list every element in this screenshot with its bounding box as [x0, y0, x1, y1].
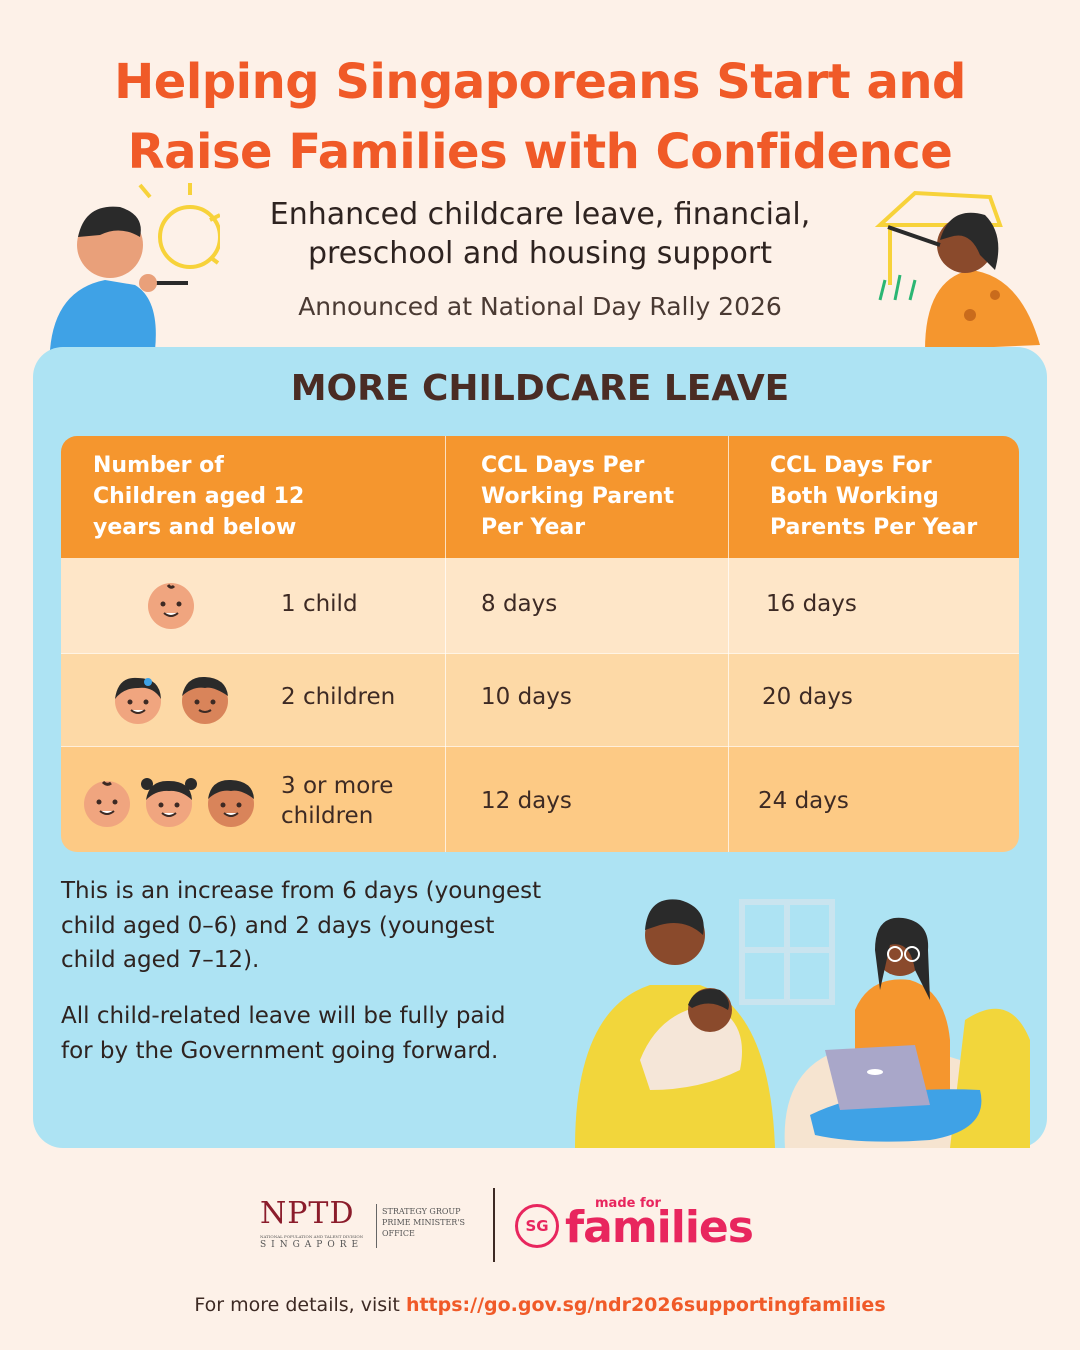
ccl-both-parents: 20 days	[762, 684, 853, 710]
header-cell: CCL Days For Both Working Parents Per Ye…	[770, 450, 977, 543]
nptd-division: NATIONAL POPULATION AND TALENT DIVISION	[260, 1234, 364, 1239]
pmo-text: STRATEGY GROUP PRIME MINISTER'S OFFICE	[382, 1206, 465, 1239]
pmo-line: OFFICE	[382, 1229, 415, 1238]
leave-table: Number of Children aged 12 years and bel…	[61, 436, 1019, 852]
subtitle-line: preschool and housing support	[308, 236, 772, 271]
children-faces-icon	[84, 778, 254, 827]
announcement: Announced at National Day Rally 2026	[298, 292, 782, 321]
sg-badge: SG	[515, 1204, 559, 1248]
children-count: 1 child	[281, 589, 358, 619]
note-line: child aged 0–6) and 2 days (youngest	[61, 912, 495, 939]
subtitle-line: Enhanced childcare leave, financial,	[269, 197, 811, 232]
header-line: Both Working	[770, 484, 939, 509]
families-logo: SG made for families	[515, 1196, 825, 1256]
cell-line: children	[281, 803, 374, 829]
family-illustration	[575, 899, 1030, 1148]
children-count: 2 children	[281, 682, 395, 712]
header-line: CCL Days Per	[481, 453, 645, 478]
nptd-country: SINGAPORE	[260, 1240, 364, 1250]
details-link[interactable]: https://go.gov.sg/ndr2026supportingfamil…	[405, 1294, 886, 1316]
kid-drawing-sun	[50, 183, 220, 350]
ccl-both-parents: 24 days	[758, 788, 849, 814]
note-line: for by the Government going forward.	[61, 1037, 499, 1064]
ccl-both-parents: 16 days	[766, 591, 857, 617]
cell-line: 2 children	[281, 684, 396, 710]
pmo-line: PRIME MINISTER'S	[382, 1218, 466, 1227]
note-paragraph: All child-related leave will be fully pa…	[61, 999, 506, 1068]
pmo-line: STRATEGY GROUP	[382, 1207, 461, 1216]
note-line: This is an increase from 6 days (younges…	[61, 878, 542, 904]
title-line: Helping Singaporeans Start and	[114, 54, 966, 110]
header-line: Parents Per Year	[770, 515, 978, 540]
logo-tagline: made for	[595, 1196, 661, 1211]
logo-word: families	[565, 1202, 754, 1253]
column-divider	[728, 436, 729, 852]
nptd-logo: NPTD NATIONAL POPULATION AND TALENT DIVI…	[258, 1196, 488, 1256]
details-prefix: For more details, visit	[194, 1294, 400, 1316]
cell-line: 3 or more	[281, 773, 394, 799]
children-faces-icon	[115, 676, 228, 724]
header-line: CCL Days For	[770, 453, 932, 478]
title-line: Raise Families with Confidence	[127, 124, 953, 180]
logo-divider	[376, 1204, 377, 1248]
child-face-icon	[148, 583, 194, 629]
note-line: child aged 7–12).	[61, 947, 260, 973]
header-line: Number of	[93, 453, 224, 478]
ccl-per-parent: 10 days	[481, 684, 572, 710]
ccl-per-parent: 12 days	[481, 788, 572, 814]
header-line: Working Parent	[481, 484, 675, 509]
header-line: years and below	[93, 515, 297, 540]
column-divider	[445, 436, 446, 852]
section-title: MORE CHILDCARE LEAVE	[290, 368, 790, 409]
footer-details: For more details, visit https://go.gov.s…	[0, 1294, 1080, 1316]
header-cell: CCL Days Per Working Parent Per Year	[481, 450, 674, 543]
nptd-name: NPTD	[260, 1196, 355, 1231]
table-row	[61, 558, 1019, 653]
children-count: 3 or more children	[281, 771, 393, 831]
note-paragraph: This is an increase from 6 days (younges…	[61, 874, 541, 978]
ccl-per-parent: 8 days	[481, 591, 558, 617]
kid-drawing-house	[874, 190, 1040, 350]
note-line: All child-related leave will be fully pa…	[61, 1003, 506, 1029]
header-line: Per Year	[481, 515, 586, 540]
footer-divider	[493, 1188, 495, 1262]
header-line: Children aged 12	[93, 484, 305, 509]
table-header	[61, 436, 1019, 558]
header-cell: Number of Children aged 12 years and bel…	[93, 450, 304, 543]
cell-line: 1 child	[281, 591, 358, 617]
